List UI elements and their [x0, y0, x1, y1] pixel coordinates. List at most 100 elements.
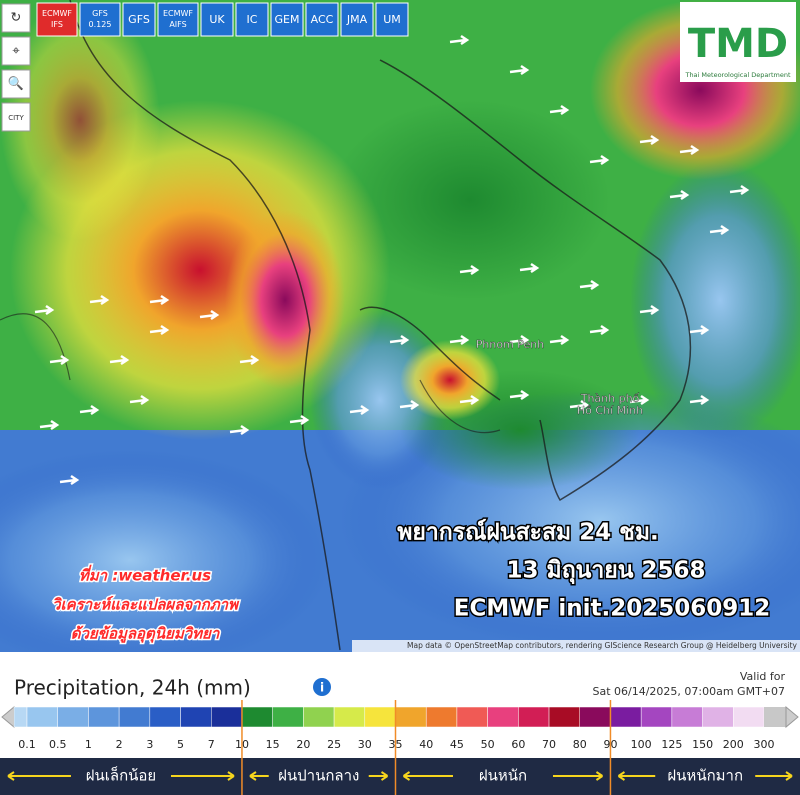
wind-arrow — [149, 324, 170, 336]
scale-label: 25 — [327, 738, 341, 751]
wind-arrow — [449, 34, 470, 46]
scale-label: 5 — [177, 738, 184, 751]
legend-title: Precipitation, 24h (mm) — [14, 676, 251, 700]
scale-box — [702, 706, 734, 728]
wind-arrow — [639, 134, 660, 146]
model-button[interactable] — [36, 2, 78, 37]
scale-label: 15 — [266, 738, 280, 751]
model-label: ACC — [311, 13, 334, 26]
wind-arrow — [509, 334, 530, 346]
wind-arrow — [459, 394, 480, 406]
map-background — [0, 0, 800, 670]
scale-box — [149, 706, 181, 728]
wind-arrow — [709, 224, 730, 236]
scale-box — [733, 706, 765, 728]
category-arrow — [617, 771, 793, 781]
wind-arrow — [79, 404, 100, 416]
scale-box — [303, 706, 335, 728]
forecast-text: 13 มิถุนายน 2568 — [507, 558, 706, 585]
source-text: ที่มา :weather.us — [79, 565, 211, 585]
scale-box — [241, 706, 273, 728]
scale-label: 60 — [511, 738, 525, 751]
valid-label: Valid for — [740, 670, 786, 683]
model-button[interactable] — [200, 2, 234, 37]
wind-arrow — [549, 104, 570, 116]
wind-arrow — [59, 474, 80, 486]
scale-box — [395, 706, 427, 728]
model-button[interactable] — [375, 2, 409, 37]
wind-arrow — [199, 309, 220, 321]
forecast-text: ECMWF init.2025060912 — [454, 596, 770, 622]
scale-box — [579, 706, 611, 728]
scale-label: 70 — [542, 738, 556, 751]
model-button[interactable] — [340, 2, 374, 37]
source-text: ด้วยข้อมูลอุตุนิยมวิทยา — [71, 625, 221, 644]
wind-arrow — [629, 394, 650, 406]
side-button[interactable] — [1, 36, 31, 66]
scale-box — [26, 706, 58, 728]
category-label: ฝนหนักมาก — [667, 767, 743, 785]
wind-arrow — [399, 399, 420, 411]
model-button[interactable] — [122, 2, 156, 37]
wind-arrow — [34, 304, 55, 316]
category-label: ฝนปานกลาง — [278, 767, 359, 785]
wind-arrow — [459, 264, 480, 276]
category-arrow — [402, 771, 604, 781]
scale-label: 50 — [481, 738, 495, 751]
wind-arrow — [729, 184, 750, 196]
model-label: GEM — [275, 13, 300, 26]
scale-box — [333, 706, 366, 728]
scale-box — [487, 706, 519, 728]
side-icon: ⌖ — [12, 44, 20, 59]
source-text: วิเคราะห์และแปลผลจากภาพ — [52, 596, 240, 614]
wind-arrow — [669, 189, 690, 201]
model-label: ECMWF IFS — [42, 9, 72, 29]
city-button[interactable] — [1, 102, 31, 132]
category-label: ฝนหนัก — [479, 767, 527, 785]
category-arrow — [249, 771, 389, 781]
wind-arrow — [509, 64, 530, 76]
model-button[interactable] — [305, 2, 339, 37]
model-button[interactable] — [157, 2, 199, 37]
scale-box — [640, 706, 673, 728]
scale-label: 20 — [296, 738, 310, 751]
scale-box — [13, 706, 28, 728]
logo-title: TMD — [688, 21, 788, 67]
wind-arrow — [589, 324, 610, 336]
side-icon: ↻ — [11, 11, 22, 26]
info-icon[interactable] — [313, 678, 331, 696]
wind-arrow — [589, 154, 610, 166]
scale-box — [425, 706, 458, 728]
side-button[interactable] — [1, 3, 31, 33]
wind-arrow — [89, 294, 110, 306]
scale-label: 80 — [573, 738, 587, 751]
wind-arrow — [449, 334, 470, 346]
scale-box — [518, 706, 550, 728]
category-arrow — [7, 771, 235, 781]
model-button[interactable] — [79, 2, 121, 37]
wind-arrow — [579, 279, 600, 291]
side-button[interactable] — [1, 69, 31, 99]
wind-arrow — [349, 404, 370, 416]
model-label: JMA — [346, 13, 368, 26]
scale-box — [456, 706, 488, 728]
wind-arrow — [569, 399, 590, 411]
model-button[interactable] — [270, 2, 304, 37]
scale-label: 200 — [723, 738, 744, 751]
wind-arrow — [49, 354, 70, 366]
scale-label: 40 — [419, 738, 433, 751]
scale-box — [671, 706, 703, 728]
wind-arrow — [679, 144, 700, 156]
model-button[interactable] — [235, 2, 269, 37]
wind-arrow — [549, 334, 570, 346]
scale-box — [211, 706, 243, 728]
wind-arrow — [509, 389, 530, 401]
wind-arrow — [229, 424, 250, 436]
scale-label: 1 — [85, 738, 92, 751]
scale-label: 150 — [692, 738, 713, 751]
scale-label: 2 — [116, 738, 123, 751]
scale-label: 300 — [754, 738, 775, 751]
scale-box — [118, 706, 151, 728]
scale-label: 30 — [358, 738, 372, 751]
scale-box-end — [764, 707, 786, 727]
